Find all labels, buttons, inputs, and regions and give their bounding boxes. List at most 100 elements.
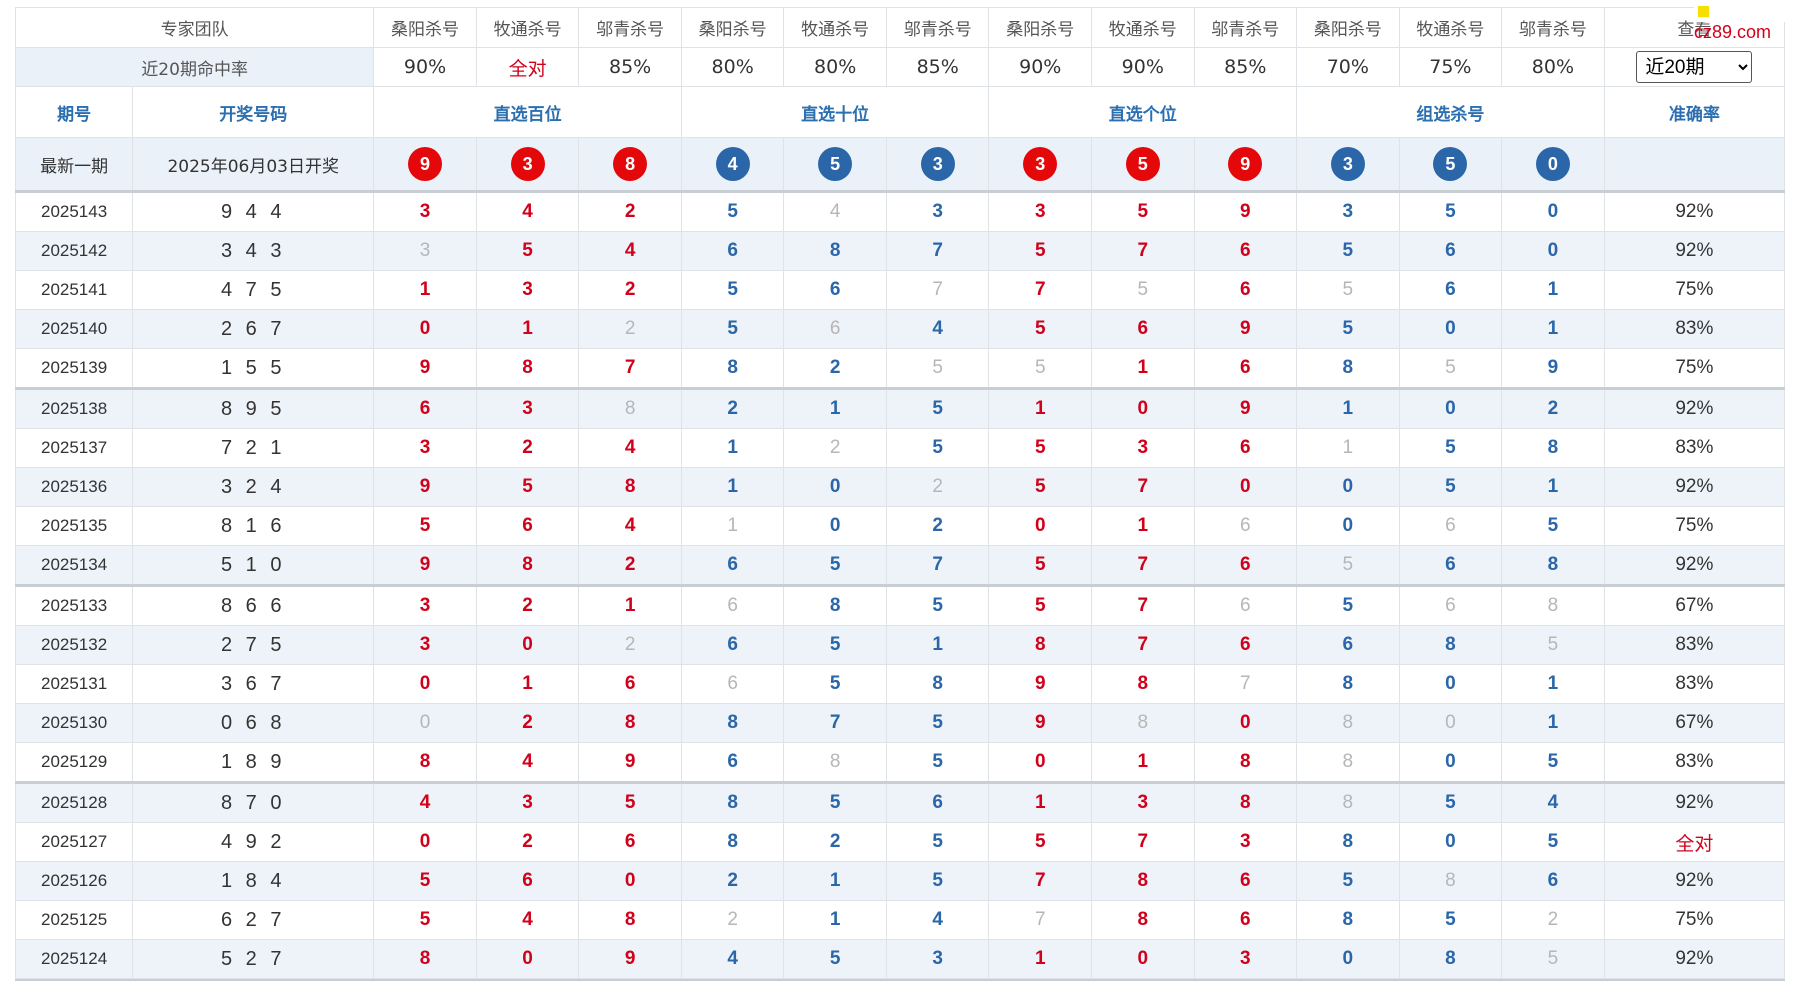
period-cell: 2025131 [14, 664, 134, 704]
kill-number-cell: 5 [1501, 742, 1605, 783]
latest-draw-date: 2025年06月03日开奖 [132, 137, 375, 192]
kill-number-cell: 6 [578, 822, 682, 862]
draw-number-cell: 4 9 2 [132, 822, 375, 862]
expert-name: 桑阳杀号 [988, 7, 1092, 48]
draw-number-cell: 3 6 7 [132, 664, 375, 704]
table-row: 2025142 3 4 3 3 5 4 6 8 7 5 7 6 5 6 0 92% [14, 231, 1786, 271]
number-ball: 5 [818, 147, 853, 181]
accuracy-cell: 92% [1603, 861, 1786, 901]
kill-number-cell: 8 [1193, 781, 1298, 823]
kill-number-cell: 8 [1501, 545, 1605, 586]
number-ball: 9 [1228, 147, 1263, 181]
latest-ball-cell: 3 [988, 137, 1092, 192]
accuracy-cell: 83% [1603, 309, 1786, 349]
period-cell: 2025141 [14, 270, 134, 310]
kill-number-cell: 8 [1296, 348, 1400, 389]
kill-number-cell: 5 [1398, 781, 1503, 823]
accuracy-cell: 67% [1603, 703, 1786, 743]
kill-number-cell: 5 [988, 545, 1092, 586]
accuracy-cell: 75% [1603, 348, 1786, 389]
kill-number-cell: 5 [783, 939, 887, 979]
kill-number-cell: 2 [680, 900, 785, 940]
kill-number-cell: 5 [1398, 467, 1503, 507]
kill-number-cell: 8 [1296, 742, 1400, 783]
accuracy-cell: 92% [1603, 545, 1786, 586]
kill-number-cell: 1 [1501, 664, 1605, 704]
latest-ball-cell: 5 [783, 137, 887, 192]
table-row: 2025136 3 2 4 9 5 8 1 0 2 5 7 0 0 5 1 92% [14, 467, 1786, 507]
hit-rate-value: 90% [988, 47, 1092, 87]
kill-number-cell: 5 [988, 822, 1092, 862]
kill-number-cell: 1 [1091, 506, 1195, 546]
kill-number-cell: 8 [680, 703, 785, 743]
kill-number-cell: 3 [373, 584, 477, 626]
draw-number-cell: 2 6 7 [132, 309, 375, 349]
draw-number-cell: 1 5 5 [132, 348, 375, 389]
draw-number-cell: 2 7 5 [132, 625, 375, 665]
kill-number-cell: 3 [1091, 781, 1195, 823]
kill-number-cell: 5 [1296, 270, 1400, 310]
kill-number-cell: 3 [1296, 190, 1400, 232]
hit-rate-value: 80% [680, 47, 785, 87]
kill-number-cell: 4 [578, 506, 682, 546]
kill-number-cell: 0 [1398, 742, 1503, 783]
kill-number-cell: 6 [783, 270, 887, 310]
kill-number-cell: 4 [578, 231, 682, 271]
kill-number-cell: 2 [1501, 387, 1605, 429]
period-column-header: 期号 [14, 86, 134, 138]
kill-number-cell: 5 [475, 467, 580, 507]
kill-number-cell: 2 [578, 625, 682, 665]
draw-number-cell: 3 4 3 [132, 231, 375, 271]
kill-number-cell: 5 [680, 309, 785, 349]
period-cell: 2025136 [14, 467, 134, 507]
kill-number-cell: 5 [783, 625, 887, 665]
number-ball: 5 [1125, 147, 1160, 181]
kill-number-cell: 3 [475, 387, 580, 429]
table-row: 2025124 5 2 7 8 0 9 4 5 3 1 0 3 0 8 5 92% [14, 939, 1786, 979]
period-cell: 2025132 [14, 625, 134, 665]
kill-number-cell: 6 [783, 309, 887, 349]
hit-rate-label: 近20期命中率 [14, 47, 375, 87]
accuracy-cell: 83% [1603, 664, 1786, 704]
kill-number-cell: 0 [1193, 703, 1298, 743]
period-range-select[interactable]: 近20期 [1636, 51, 1753, 83]
kill-number-cell: 0 [475, 939, 580, 979]
hit-rate-value: 80% [1501, 47, 1605, 87]
hit-rate-value: 90% [1091, 47, 1195, 87]
table-row: 2025131 3 6 7 0 1 6 6 5 8 9 8 7 8 0 1 83% [14, 664, 1786, 704]
kill-number-cell: 7 [988, 900, 1092, 940]
kill-number-cell: 2 [578, 309, 682, 349]
kill-number-cell: 2 [1501, 900, 1605, 940]
draw-number-cell: 1 8 9 [132, 742, 375, 783]
kill-number-cell: 5 [680, 190, 785, 232]
kill-number-cell: 6 [578, 664, 682, 704]
kill-number-cell: 0 [373, 664, 477, 704]
kill-number-cell: 0 [1501, 231, 1605, 271]
hit-rate-value: 90% [373, 47, 477, 87]
kill-number-cell: 5 [885, 348, 990, 389]
kill-number-cell: 3 [373, 190, 477, 232]
kill-number-cell: 2 [680, 387, 785, 429]
hit-rate-value: 80% [783, 47, 887, 87]
kill-number-cell: 8 [373, 939, 477, 979]
period-cell: 2025130 [14, 703, 134, 743]
draw-number-cell: 9 4 4 [132, 190, 375, 232]
kill-number-cell: 4 [373, 781, 477, 823]
kill-number-cell: 5 [988, 428, 1092, 468]
kill-number-cell: 6 [1398, 270, 1503, 310]
period-cell: 2025133 [14, 584, 134, 626]
kill-number-cell: 2 [578, 545, 682, 586]
table-bottom-border [15, 979, 1785, 981]
kill-number-cell: 6 [1398, 545, 1503, 586]
kill-number-cell: 2 [783, 822, 887, 862]
table-row: 2025137 7 2 1 3 2 4 1 2 5 5 3 6 1 5 8 83% [14, 428, 1786, 468]
draw-number-cell: 8 7 0 [132, 781, 375, 823]
expert-name: 邬青杀号 [1193, 7, 1298, 48]
accuracy-cell: 83% [1603, 742, 1786, 783]
kill-number-cell: 4 [475, 900, 580, 940]
kill-number-cell: 0 [475, 625, 580, 665]
kill-number-cell: 4 [1501, 781, 1605, 823]
latest-ball-cell: 4 [680, 137, 785, 192]
expert-name: 牧通杀号 [1091, 7, 1195, 48]
latest-ball-cell: 3 [475, 137, 580, 192]
